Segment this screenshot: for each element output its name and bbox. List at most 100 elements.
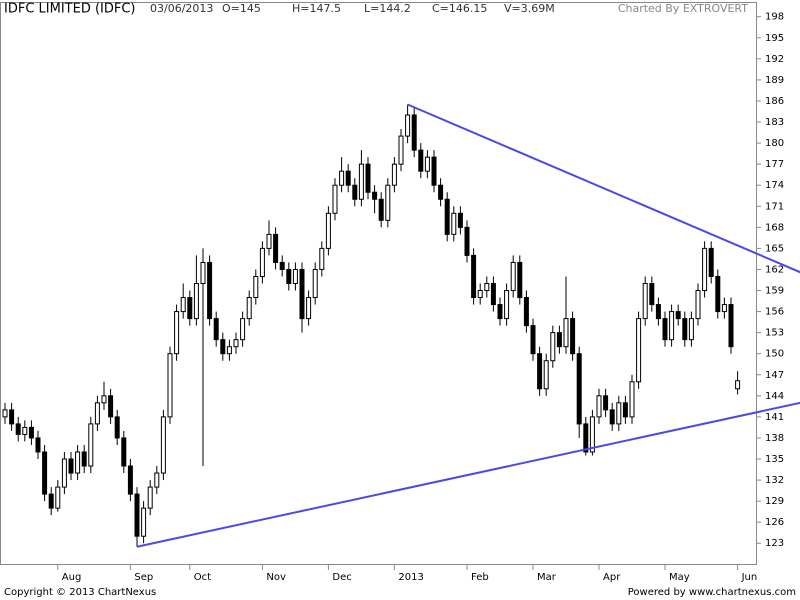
candle-body [576, 353, 582, 425]
candle-body [134, 493, 140, 537]
candle-body [154, 472, 160, 488]
x-tick-label: Mar [537, 572, 557, 583]
candle-body [675, 311, 681, 320]
x-tick-label: Feb [471, 572, 489, 583]
candle-body [114, 416, 120, 439]
candle-body [609, 409, 615, 425]
candle-body [312, 268, 318, 299]
candle-body [372, 191, 378, 200]
trendline [407, 103, 800, 274]
candle-body [147, 486, 153, 509]
candle-body [2, 409, 8, 418]
candle-body [233, 339, 239, 348]
candle-body [497, 304, 503, 320]
candle-body [517, 261, 523, 299]
plot-frame [0, 2, 757, 565]
trendline [136, 401, 800, 548]
candle-body [42, 451, 48, 495]
y-tick-label: 141 [765, 412, 784, 423]
candle-body [15, 423, 21, 435]
x-tick-label: Aug [62, 572, 82, 583]
candle-body [451, 212, 457, 235]
y-tick-label: 135 [765, 454, 784, 465]
footer-powered: Powered by www.chartnexus.com [628, 587, 796, 598]
candle-body [108, 395, 114, 418]
candle-body [28, 426, 34, 439]
header-close: C=146.15 [432, 2, 487, 15]
candle-body [48, 493, 54, 509]
y-tick-label: 144 [765, 391, 784, 402]
candle-body [662, 318, 668, 341]
header-volume: V=3.69M [504, 2, 555, 15]
y-tick-label: 126 [765, 517, 784, 528]
candle-body [61, 458, 67, 488]
candle-body [213, 318, 219, 341]
candle-body [292, 268, 298, 285]
candle-body [510, 261, 516, 292]
candle-body [22, 426, 28, 435]
candle-body [180, 297, 186, 313]
candle-body [273, 233, 279, 263]
y-tick-label: 174 [765, 180, 784, 191]
candle-body [75, 451, 81, 474]
candle-body [457, 212, 463, 228]
candle-body [259, 247, 265, 277]
candle-body [444, 198, 450, 235]
candle-body [702, 247, 708, 292]
header-open: O=145 [222, 2, 261, 15]
y-tick-label: 180 [765, 138, 784, 149]
candle-body [490, 283, 496, 306]
x-tick-label: Sep [134, 572, 153, 583]
candle-body [378, 198, 384, 221]
candle-body [735, 380, 741, 390]
candle-body [616, 402, 622, 425]
y-tick-label: 189 [765, 75, 784, 86]
candle-body [299, 268, 305, 320]
candle-body [398, 135, 404, 165]
candle-body [68, 458, 74, 474]
candle-body [589, 416, 595, 453]
candle-body [530, 325, 536, 355]
candle-body [438, 184, 444, 200]
x-tick-label: Oct [194, 572, 211, 583]
candle-body [200, 261, 206, 285]
candle-body [708, 247, 714, 277]
candle-body [649, 283, 655, 306]
x-tick-label: 2013 [398, 572, 423, 583]
candle-body [669, 311, 675, 341]
y-tick-label: 153 [765, 328, 784, 339]
candle-body [127, 465, 133, 495]
candle-body [655, 304, 661, 320]
candle-body [81, 451, 87, 467]
candle-body [174, 311, 180, 355]
candle-body [583, 423, 589, 453]
candle-body [187, 297, 193, 320]
candle-body [240, 318, 246, 341]
candle-body [570, 318, 576, 355]
candle-body [688, 318, 694, 341]
y-tick-label: 198 [765, 12, 784, 23]
candle-body [622, 402, 628, 418]
candle-body [286, 268, 292, 285]
candle-body [246, 297, 252, 320]
y-tick-label: 138 [765, 433, 784, 444]
candle-body [682, 318, 688, 341]
candle-body [477, 290, 483, 299]
candle-body [220, 339, 226, 355]
candle-body [603, 395, 609, 411]
candle-body [523, 297, 529, 327]
y-tick-label: 150 [765, 349, 784, 360]
candle-body [279, 261, 285, 270]
candle-body [391, 163, 397, 186]
candle-body [207, 261, 213, 320]
candle-body [424, 156, 430, 172]
y-tick-label: 168 [765, 222, 784, 233]
candle-body [101, 395, 107, 404]
y-tick-label: 177 [765, 159, 784, 170]
candle-body [721, 304, 727, 313]
candle-body [365, 163, 371, 193]
x-tick-label: Apr [603, 572, 621, 583]
candle-body [94, 402, 100, 425]
candle-body [9, 409, 15, 425]
